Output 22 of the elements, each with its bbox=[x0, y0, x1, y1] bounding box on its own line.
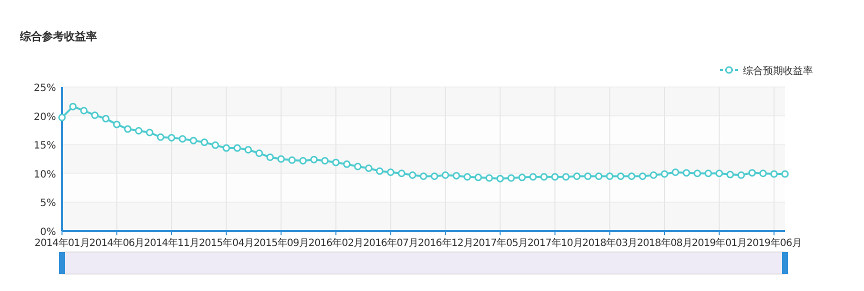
y-tick-label: 0% bbox=[40, 227, 56, 238]
y-tick-label: 25% bbox=[34, 83, 56, 94]
x-tick-label: 2016年02月 bbox=[308, 237, 364, 249]
legend-label: 综合预期收益率 bbox=[743, 65, 813, 77]
x-tick-label: 2018年08月 bbox=[637, 237, 692, 249]
x-tick-label: 2019年01月 bbox=[692, 237, 747, 249]
x-tick-label: 2016年12月 bbox=[418, 237, 473, 249]
y-tick-label: 10% bbox=[34, 169, 56, 180]
x-tick-label: 2018年03月 bbox=[582, 237, 638, 249]
y-tick-label: 15% bbox=[34, 140, 56, 152]
x-tick-label: 2019年06月 bbox=[746, 237, 802, 249]
x-tick-label: 2017年05月 bbox=[472, 237, 528, 249]
x-tick-label: 2015年04月 bbox=[198, 237, 254, 249]
x-tick-label: 2016年07月 bbox=[363, 237, 418, 249]
y-tick-label: 5% bbox=[40, 198, 56, 210]
x-tick-label: 2017年10月 bbox=[527, 237, 582, 249]
x-tick-label: 2014年01月 bbox=[34, 237, 90, 249]
y-tick-label: 20% bbox=[34, 112, 56, 123]
x-tick-label: 2014年06月 bbox=[89, 237, 144, 249]
chart-title: 综合参考收益率 bbox=[19, 30, 97, 43]
x-tick-label: 2015年09月 bbox=[254, 237, 309, 249]
x-tick-label: 2014年11月 bbox=[144, 237, 200, 249]
